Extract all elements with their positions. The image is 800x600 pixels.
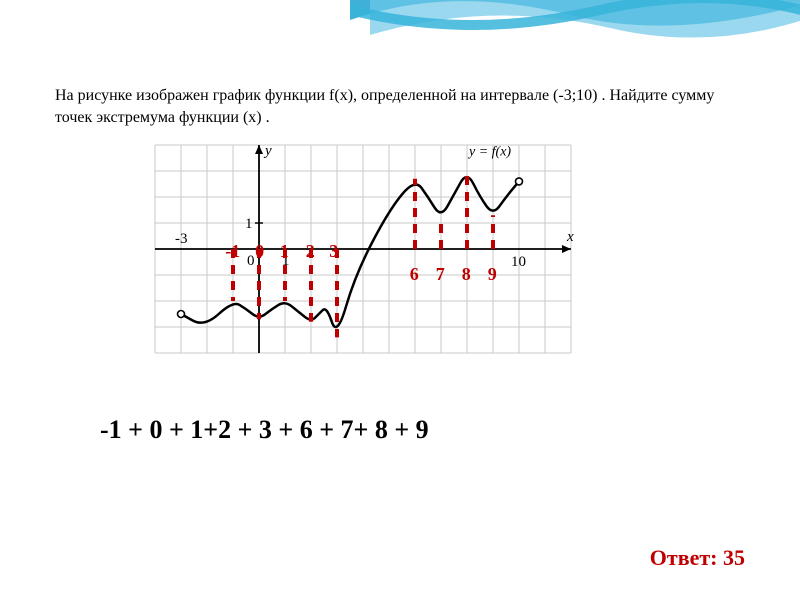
svg-text:-1: -1 bbox=[225, 241, 240, 261]
svg-text:1: 1 bbox=[280, 241, 289, 261]
problem-statement: На рисунке изображен график функции f(x)… bbox=[55, 85, 745, 130]
svg-text:10: 10 bbox=[511, 254, 526, 270]
svg-text:-3: -3 bbox=[175, 231, 188, 247]
chart-svg: -301101yxy = f(x)-101236789 bbox=[145, 135, 601, 383]
svg-text:x: x bbox=[566, 229, 574, 245]
svg-text:9: 9 bbox=[488, 264, 497, 284]
svg-text:7: 7 bbox=[436, 264, 445, 284]
problem-text: На рисунке изображен график функции f(x)… bbox=[55, 87, 714, 126]
svg-text:y: y bbox=[263, 143, 272, 159]
answer-label: Ответ: 35 bbox=[650, 545, 745, 571]
svg-text:2: 2 bbox=[306, 241, 315, 261]
svg-text:y = f(x): y = f(x) bbox=[467, 144, 511, 159]
function-graph: -301101yxy = f(x)-101236789 bbox=[145, 135, 615, 365]
svg-text:3: 3 bbox=[329, 241, 338, 261]
svg-text:0: 0 bbox=[247, 253, 255, 269]
sum-equation: -1 + 0 + 1+2 + 3 + 6 + 7+ 8 + 9 bbox=[100, 415, 429, 445]
svg-text:1: 1 bbox=[245, 216, 253, 232]
svg-text:6: 6 bbox=[410, 264, 419, 284]
svg-text:8: 8 bbox=[462, 264, 471, 284]
svg-text:0: 0 bbox=[255, 241, 264, 261]
